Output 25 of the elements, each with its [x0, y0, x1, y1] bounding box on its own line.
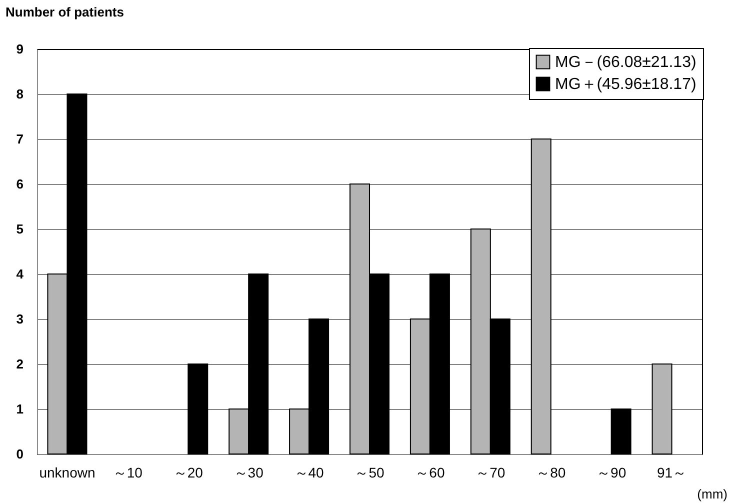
x-tick-label: 91～ [656, 464, 687, 480]
y-tick-label: 3 [16, 312, 24, 326]
x-tick-label: ～50 [354, 464, 384, 480]
x-tick-label: ～10 [112, 464, 143, 480]
x-tick-label: ～90 [596, 464, 626, 480]
x-tick-label: ～20 [173, 464, 204, 480]
y-axis-title: Number of patients [6, 4, 124, 20]
x-tick-label: ～30 [234, 464, 264, 480]
y-tick-label: 4 [16, 266, 24, 282]
x-tick-label: ～40 [294, 464, 324, 480]
x-tick-label: ～60 [415, 464, 445, 480]
legend-label: MG＋(45.96±18.17) [555, 76, 696, 93]
x-tick-label: ～80 [536, 464, 566, 480]
legend-label: MG－(66.08±21.13) [555, 54, 696, 71]
y-tick-label: 9 [16, 42, 24, 56]
x-tick-label: ～70 [476, 464, 506, 480]
y-tick-label: 5 [16, 222, 24, 236]
y-tick-label: 7 [16, 132, 24, 146]
y-tick-label: 0 [16, 446, 24, 462]
y-tick-label: 8 [16, 86, 24, 102]
y-tick-label: 1 [16, 402, 24, 416]
y-tick-label: 6 [16, 176, 24, 192]
x-axis-title: (mm) [697, 486, 728, 502]
x-tick-label: unknown [39, 464, 96, 480]
y-tick-label: 2 [16, 356, 24, 372]
